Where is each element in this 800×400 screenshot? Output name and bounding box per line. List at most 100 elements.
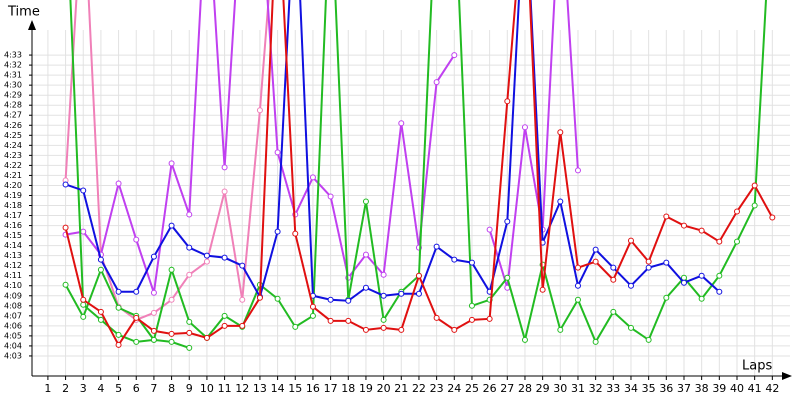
data-point — [716, 288, 723, 295]
x-tick-label: 27 — [500, 382, 514, 395]
data-point — [362, 326, 369, 333]
y-axis-label: Time — [7, 5, 40, 20]
y-tick-label: 4:08 — [4, 301, 22, 310]
data-point — [362, 198, 369, 205]
data-point — [80, 187, 87, 194]
x-tick-label: 40 — [730, 382, 744, 395]
data-point — [716, 272, 723, 279]
x-tick-label: 37 — [677, 382, 691, 395]
series-line — [65, 0, 456, 294]
data-point — [150, 253, 157, 260]
data-point — [80, 228, 87, 235]
data-point — [292, 230, 299, 237]
data-point — [645, 258, 652, 265]
data-point — [97, 316, 104, 323]
data-point — [362, 284, 369, 291]
data-point — [433, 79, 440, 86]
data-point — [203, 252, 210, 259]
data-point — [150, 327, 157, 334]
data-point — [97, 308, 104, 315]
x-tick-label: 14 — [271, 382, 285, 395]
y-tick-label: 4:30 — [4, 81, 22, 90]
y-tick-label: 4:07 — [4, 311, 22, 320]
data-point — [168, 160, 175, 167]
data-point — [627, 282, 634, 289]
y-tick-label: 4:09 — [4, 291, 22, 300]
data-point — [115, 331, 122, 338]
data-point — [327, 317, 334, 324]
data-point — [433, 243, 440, 250]
data-point — [80, 301, 87, 308]
data-point — [345, 317, 352, 324]
y-tick-label: 4:26 — [4, 121, 22, 130]
data-point — [186, 244, 193, 251]
x-tick-label: 5 — [115, 382, 122, 395]
y-tick-label: 4:05 — [4, 331, 22, 340]
x-tick-label: 21 — [394, 382, 408, 395]
x-axis-arrow — [782, 372, 792, 380]
x-tick-label: 30 — [553, 382, 567, 395]
x-tick-label: 20 — [377, 382, 391, 395]
x-tick-label: 36 — [659, 382, 673, 395]
x-tick-label: 4 — [97, 382, 104, 395]
x-tick-label: 3 — [80, 382, 87, 395]
data-point — [769, 214, 776, 221]
data-point — [221, 322, 228, 329]
data-point — [451, 256, 458, 263]
x-tick-label: 16 — [306, 382, 320, 395]
data-point — [574, 282, 581, 289]
series-line — [65, 0, 720, 302]
x-tick-label: 6 — [133, 382, 140, 395]
data-point — [115, 341, 122, 348]
x-tick-label: 42 — [765, 382, 779, 395]
data-point — [415, 290, 422, 297]
x-tick-label: 35 — [642, 382, 656, 395]
data-point — [733, 238, 740, 245]
data-point — [80, 313, 87, 320]
y-tick-label: 4:23 — [4, 151, 22, 160]
y-tick-label: 4:10 — [4, 281, 22, 290]
y-tick-label: 4:31 — [4, 71, 22, 80]
data-point — [345, 297, 352, 304]
data-point — [168, 222, 175, 229]
data-point — [221, 164, 228, 171]
data-point — [62, 224, 69, 231]
data-point — [610, 276, 617, 283]
data-point — [292, 323, 299, 330]
y-tick-label: 4:12 — [4, 261, 22, 270]
data-point — [574, 167, 581, 174]
data-point — [168, 296, 175, 303]
x-tick-label: 25 — [465, 382, 479, 395]
y-tick-label: 4:04 — [4, 341, 22, 350]
x-axis-label: Laps — [742, 359, 772, 374]
y-tick-label: 4:25 — [4, 131, 22, 140]
data-point — [468, 302, 475, 309]
data-point — [592, 338, 599, 345]
data-point — [557, 129, 564, 136]
data-point — [62, 281, 69, 288]
data-point — [186, 271, 193, 278]
data-point — [380, 271, 387, 278]
x-tick-label: 12 — [235, 382, 249, 395]
data-point — [362, 251, 369, 258]
y-tick-label: 4:28 — [4, 101, 22, 110]
data-point — [115, 288, 122, 295]
data-point — [327, 296, 334, 303]
data-point — [150, 336, 157, 343]
x-tick-label: 7 — [150, 382, 157, 395]
y-tick-label: 4:11 — [4, 271, 22, 280]
data-point — [610, 308, 617, 315]
data-point — [539, 286, 546, 293]
x-tick-label: 24 — [447, 382, 461, 395]
data-point — [680, 279, 687, 286]
data-point — [256, 294, 263, 301]
data-point — [186, 211, 193, 218]
data-point — [398, 120, 405, 127]
data-point — [716, 238, 723, 245]
data-point — [133, 236, 140, 243]
data-point — [133, 338, 140, 345]
data-point — [239, 296, 246, 303]
y-tick-label: 4:33 — [4, 51, 22, 60]
data-point — [274, 295, 281, 302]
